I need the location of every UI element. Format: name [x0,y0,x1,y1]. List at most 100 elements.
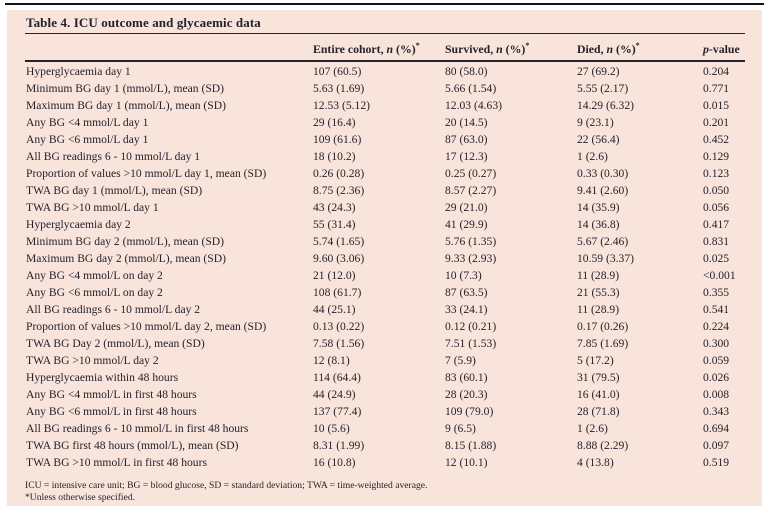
cell-survived: 8.15 (1.88) [445,438,497,452]
cell-entire-cohort: 8.75 (2.36) [313,183,365,197]
cell-entire-cohort: 21 (12.0) [313,268,356,282]
cell-p-value: 0.015 [703,98,730,112]
cell-died: 5.67 (2.46) [577,234,629,248]
cell-entire-cohort: 0.13 (0.22) [313,319,365,333]
cell-died: 7.85 (1.69) [577,336,629,350]
table-row: TWA BG day 1 (mmol/L), mean (SD) 8.75 (2.… [25,182,745,199]
cell-p-value: 0.355 [703,285,730,299]
cell-entire-cohort: 5.63 (1.69) [313,81,365,95]
cell-survived: 20 (14.5) [445,115,488,129]
cell-survived: 17 (12.3) [445,149,488,163]
cell-died: 11 (28.9) [577,268,620,282]
cell-died: 11 (28.9) [577,302,620,316]
cell-survived: 7.51 (1.53) [445,336,497,350]
cell-died: 5 (17.2) [577,353,614,367]
cell-p-value: 0.123 [703,166,730,180]
cell-entire-cohort: 109 (61.6) [313,132,362,146]
table-title: Table 4. ICU outcome and glycaemic data [25,15,745,34]
cell-died: 0.17 (0.26) [577,319,629,333]
row-label: Hyperglycaemia within 48 hours [26,370,179,384]
row-label: Minimum BG day 1 (mmol/L), mean (SD) [26,81,225,95]
cell-survived: 29 (21.0) [445,200,488,214]
cell-survived: 87 (63.0) [445,132,488,146]
cell-p-value: 0.056 [703,200,730,214]
table-row: TWA BG >10 mmol/L day 2 12 (8.1) 7 (5.9) 5 … [25,352,745,369]
table-row: Maximum BG day 1 (mmol/L), mean (SD) 12.5… [25,97,745,114]
row-label: Proportion of values >10 mmol/L day 1, m… [26,166,267,180]
cell-survived: 109 (79.0) [445,404,494,418]
cell-p-value: 0.026 [703,370,730,384]
cell-entire-cohort: 107 (60.5) [313,64,362,78]
header-row: Entire cohort, n (%)* Survived, n (%)* D… [25,34,745,62]
cell-p-value: <0.001 [703,268,736,282]
cell-died: 21 (55.3) [577,285,620,299]
cell-survived: 7 (5.9) [445,353,476,367]
table-row: Hyperglycaemia day 1 107 (60.5) 80 (58.0) 2… [25,61,745,81]
table-footnote-asterisk: *Unless otherwise specified. [25,492,136,504]
cell-died: 14 (36.8) [577,217,620,231]
row-label: All BG readings 6 - 10 mmol/L day 2 [26,302,201,316]
cell-died: 16 (41.0) [577,387,620,401]
cell-survived: 41 (29.9) [445,217,488,231]
cell-survived: 80 (58.0) [445,64,488,78]
cell-entire-cohort: 7.58 (1.56) [313,336,365,350]
row-label: TWA BG >10 mmol/L day 1 [26,200,159,214]
cell-survived: 5.66 (1.54) [445,81,497,95]
row-label: All BG readings 6 - 10 mmol/L day 1 [26,149,201,163]
cell-p-value: 0.097 [703,438,730,452]
row-label: Hyperglycaemia day 1 [26,64,131,78]
table-row: Any BG <4 mmol/L in first 48 hours 44 (24… [25,386,745,403]
cell-survived: 0.25 (0.27) [445,166,497,180]
cell-entire-cohort: 10 (5.6) [313,421,350,435]
cell-p-value: 0.224 [703,319,730,333]
row-label: Proportion of values >10 mmol/L day 2, m… [26,319,267,333]
table-row: Minimum BG day 2 (mmol/L), mean (SD) 5.74… [25,233,745,250]
row-label: TWA BG day 1 (mmol/L), mean (SD) [26,183,203,197]
cell-p-value: 0.771 [703,81,730,95]
cell-p-value: 0.694 [703,421,730,435]
cell-died: 4 (13.8) [577,455,614,469]
cell-p-value: 0.519 [703,455,730,469]
cell-entire-cohort: 18 (10.2) [313,149,356,163]
cell-entire-cohort: 114 (64.4) [313,370,361,384]
table-footnotes: ICU = intensive care unit; BG = blood gl… [25,480,745,504]
cell-entire-cohort: 43 (24.3) [313,200,356,214]
row-label: Any BG <6 mmol/L in first 48 hours [26,404,197,418]
table-row: Any BG <6 mmol/L in first 48 hours 137 (7… [25,403,745,420]
cell-entire-cohort: 55 (31.4) [313,217,356,231]
cell-died: 0.33 (0.30) [577,166,629,180]
table-row: Any BG <6 mmol/L on day 2 108 (61.7) 87 (6… [25,284,745,301]
cell-entire-cohort: 0.26 (0.28) [313,166,365,180]
cell-p-value: 0.831 [703,234,730,248]
col-header-survived: Survived, n (%)* [445,34,577,62]
cell-entire-cohort: 29 (16.4) [313,115,356,129]
cell-entire-cohort: 9.60 (3.06) [313,251,365,265]
cell-p-value: 0.059 [703,353,730,367]
table-footnote-abbreviations: ICU = intensive care unit; BG = blood gl… [25,480,428,492]
cell-survived: 0.12 (0.21) [445,319,497,333]
cell-survived: 28 (20.3) [445,387,488,401]
table-row: Any BG <4 mmol/L on day 2 21 (12.0) 10 (7.… [25,267,745,284]
table-row: Maximum BG day 2 (mmol/L), mean (SD) 9.60… [25,250,745,267]
cell-entire-cohort: 44 (24.9) [313,387,356,401]
table-row: TWA BG first 48 hours (mmol/L), mean (SD… [25,437,745,454]
cell-died: 27 (69.2) [577,64,620,78]
cell-p-value: 0.050 [703,183,730,197]
row-label: Maximum BG day 1 (mmol/L), mean (SD) [26,98,226,112]
cell-survived: 87 (63.5) [445,285,488,299]
cell-died: 5.55 (2.17) [577,81,629,95]
cell-entire-cohort: 5.74 (1.65) [313,234,365,248]
table-body: Hyperglycaemia day 1 107 (60.5) 80 (58.0) 2… [25,61,745,472]
cell-survived: 10 (7.3) [445,268,482,282]
cell-survived: 9 (6.5) [445,421,476,435]
cell-survived: 12 (10.1) [445,455,488,469]
table-row: Minimum BG day 1 (mmol/L), mean (SD) 5.63… [25,80,745,97]
cell-p-value: 0.025 [703,251,730,265]
table-row: All BG readings 6 - 10 mmol/L day 2 44 (2… [25,301,745,318]
cell-p-value: 0.201 [703,115,730,129]
cell-p-value: 0.417 [703,217,730,231]
row-label: Hyperglycaemia day 2 [26,217,131,231]
table-row: Any BG <6 mmol/L day 1 109 (61.6) 87 (63.0… [25,131,745,148]
row-label: All BG readings 6 - 10 mmol/L in first 4… [26,421,249,435]
table-row: All BG readings 6 - 10 mmol/L day 1 18 (1… [25,148,745,165]
